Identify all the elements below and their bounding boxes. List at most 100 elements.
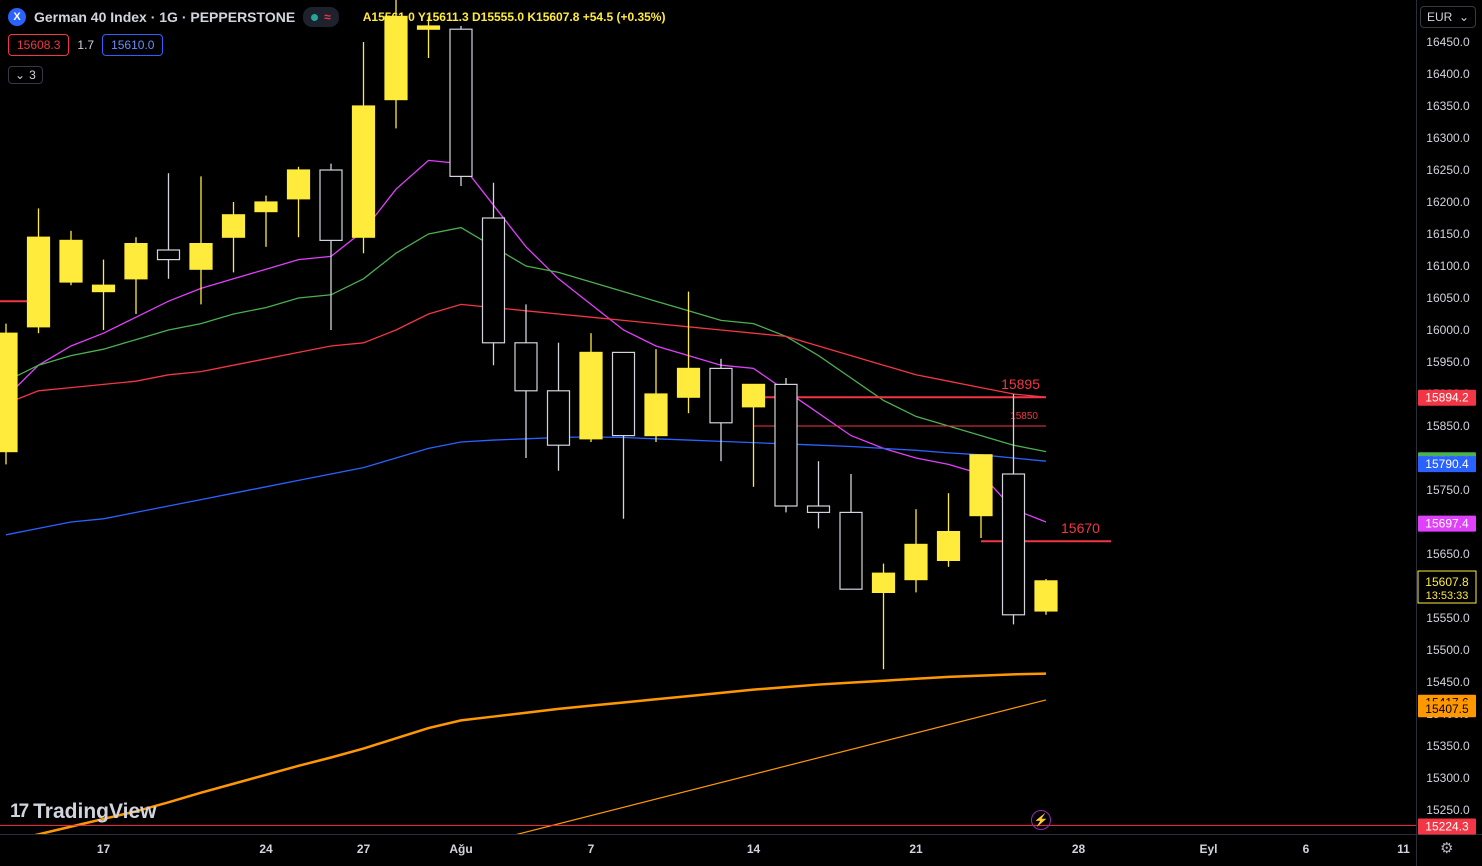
price-badge-bg [1418, 515, 1476, 532]
price-badge-label: 15697.4 [1425, 517, 1469, 531]
candle-body [416, 25, 441, 30]
y-tick-label: 15650.0 [1426, 547, 1470, 561]
candle-body [26, 236, 51, 328]
chevron-down-icon: ⌄ [1458, 10, 1469, 24]
chevron-down-icon: ⌄ [15, 68, 26, 82]
candle-body [904, 543, 928, 581]
trend-line [516, 699, 1047, 834]
gear-icon[interactable]: ⚙ [1440, 840, 1454, 857]
candle-body [0, 332, 18, 453]
currency-label: EUR [1427, 10, 1453, 24]
sell-button[interactable]: 15608.3 [8, 34, 70, 56]
price-badge-label: 15407.5 [1425, 702, 1469, 716]
y-tick-label: 15350.0 [1426, 739, 1470, 753]
ohlc-text: A15561.0 Y15611.3 D15555.0 K15607.8 [362, 10, 580, 24]
logo-mark-icon: 17 [10, 801, 29, 822]
price-badge-bg [1418, 701, 1476, 718]
last-price-badge [1417, 570, 1477, 604]
y-tick-label: 15950.0 [1426, 355, 1470, 369]
y-tick-label: 15850.0 [1426, 419, 1470, 433]
indicators-toggle[interactable]: ⌄ 3 [8, 66, 43, 84]
x-tick-label: 27 [357, 842, 371, 856]
currency-selector[interactable]: EUR ⌄ [1420, 6, 1476, 28]
y-tick-label: 16200.0 [1426, 195, 1470, 209]
market-open-icon [311, 13, 319, 21]
candle-body [611, 351, 636, 437]
symbol-title[interactable]: German 40 Index · 1G · PEPPERSTONE [34, 9, 296, 25]
candle-body [481, 217, 506, 344]
candle-body [221, 214, 246, 238]
x-tick-label: Ağu [449, 842, 472, 856]
y-tick-label: 16050.0 [1426, 291, 1470, 305]
candle-body [91, 284, 116, 293]
price-badge-label: 15224.3 [1425, 819, 1469, 833]
y-tick-label: 16400.0 [1426, 67, 1470, 81]
ema-line [5, 226, 1047, 453]
y-tick-label: 16450.0 [1426, 35, 1470, 49]
candle-body [514, 342, 538, 392]
y-tick-label: 15550.0 [1426, 611, 1470, 625]
candle-body [806, 505, 831, 514]
indicators-count: 3 [29, 68, 36, 82]
y-tick-label: 15250.0 [1426, 803, 1470, 817]
y-tick-label: 16300.0 [1426, 131, 1470, 145]
x-tick-label: Eyl [1199, 842, 1217, 856]
candle-body [189, 243, 213, 270]
candle-body [579, 351, 603, 440]
candle-body [741, 383, 766, 408]
y-tick-label: 16350.0 [1426, 99, 1470, 113]
candle-body [969, 454, 993, 517]
candle-body [1034, 580, 1058, 612]
x-tick-label: 17 [97, 842, 111, 856]
candle-body [59, 239, 83, 283]
symbol-icon[interactable]: X [8, 8, 26, 26]
x-tick-label: 11 [1397, 842, 1410, 856]
horizontal-line-label: 15850 [1010, 411, 1038, 422]
horizontal-line-label: 15670 [1061, 520, 1100, 536]
horizontal-line-label: 15895 [1001, 376, 1040, 392]
candle-body [546, 390, 571, 446]
candle-body [936, 530, 961, 561]
x-tick-label: 24 [259, 842, 273, 856]
price-badge-bg [1418, 389, 1476, 406]
price-badge-label: 15790.4 [1425, 457, 1469, 471]
candle-body [351, 105, 376, 238]
candle-body [286, 169, 311, 200]
buy-button[interactable]: 15610.0 [102, 34, 164, 56]
candle-body [839, 511, 863, 590]
candle-body [254, 201, 278, 213]
price-badge-label: 15894.2 [1425, 391, 1469, 405]
price-badge-bg [1418, 818, 1476, 835]
data-delay-icon: ≈ [324, 10, 331, 24]
y-tick-label: 16100.0 [1426, 259, 1470, 273]
plot-area: 15895 15850 15670 [0, 0, 1416, 834]
logo-text: TradingView [33, 800, 157, 823]
market-status[interactable]: ≈ [303, 7, 339, 27]
tradingview-logo: 17 TradingView [10, 800, 156, 824]
y-tick-label: 16000.0 [1426, 323, 1470, 337]
y-tick-label: 15450.0 [1426, 675, 1470, 689]
x-tick-label: 21 [909, 842, 923, 856]
spread-value: 1.7 [77, 38, 95, 52]
candle-body [774, 383, 798, 507]
chart-header: X German 40 Index · 1G · PEPPERSTONE ≈ A… [8, 6, 665, 28]
x-tick-label: 7 [588, 842, 595, 856]
ema-line [34, 672, 1047, 834]
trade-prices: 15608.3 1.7 15610.0 [8, 34, 164, 56]
candle-body [1001, 473, 1026, 616]
lightning-icon[interactable]: ⚡ [1031, 810, 1051, 830]
y-tick-label: 15750.0 [1426, 483, 1470, 497]
y-tick-label: 15500.0 [1426, 643, 1470, 657]
candle-body [449, 28, 473, 177]
last-price-label: 15607.8 [1425, 575, 1469, 589]
candle-body [676, 367, 701, 398]
ohlc-values: A15561.0 Y15611.3 D15555.0 K15607.8 +54.… [363, 10, 666, 24]
candle-body [156, 249, 181, 261]
candle-body [871, 572, 896, 594]
candle-body [644, 393, 668, 437]
x-tick-label: 14 [747, 842, 761, 856]
candle-body [319, 169, 343, 242]
countdown-label: 13:53:33 [1426, 590, 1469, 602]
candle-body [709, 367, 733, 424]
